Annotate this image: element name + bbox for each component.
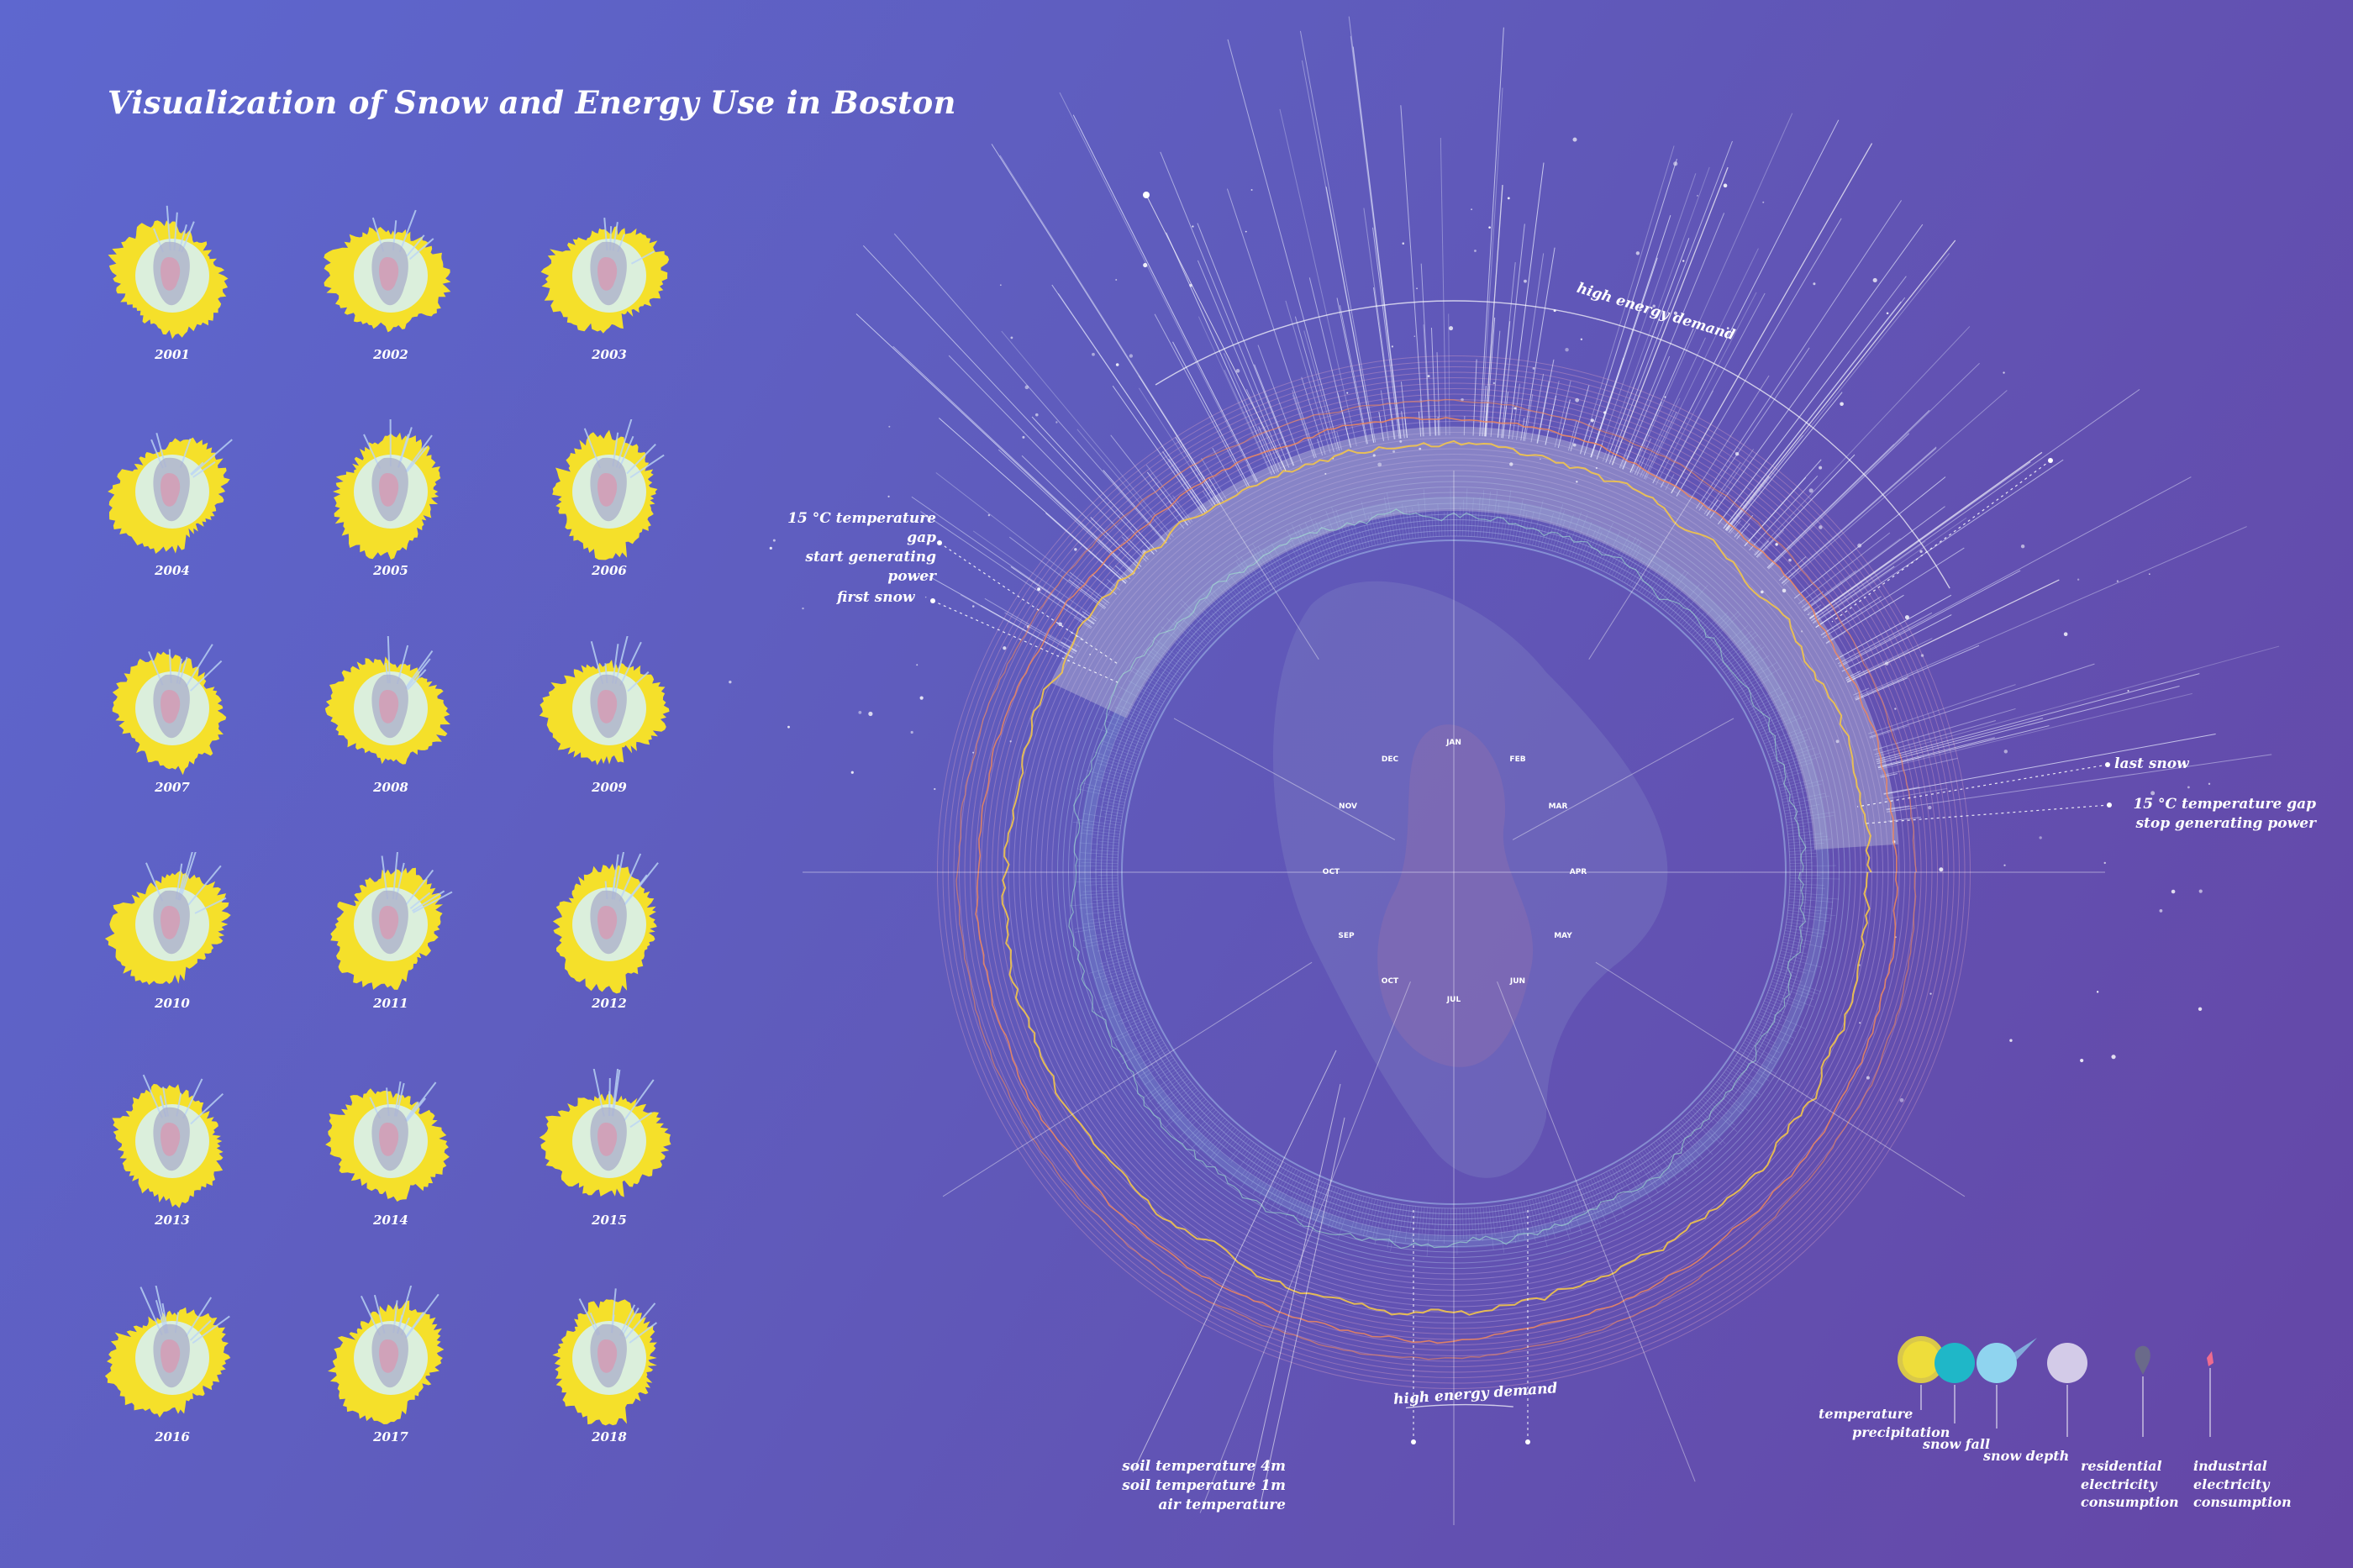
year-label: 2002 <box>373 347 408 362</box>
residential-line3: consumption <box>2081 1494 2179 1511</box>
year-glyph-2016: 2016 <box>88 1281 256 1454</box>
month-label-3: APR <box>1570 868 1587 876</box>
year-label: 2009 <box>592 780 627 795</box>
soil-4m-label: soil temperature 4m <box>1122 1458 1286 1475</box>
year-glyph-2012: 2012 <box>525 850 693 1020</box>
industrial-line1: industrial <box>2193 1458 2267 1474</box>
month-label-7: OCT <box>1382 977 1399 986</box>
industrial-line2: electricity <box>2193 1476 2270 1492</box>
residential-line1: residential <box>2081 1458 2162 1474</box>
residential-shape-icon <box>2135 1345 2150 1375</box>
month-label-8: SEP <box>1338 932 1355 940</box>
first-snow-label: first snow <box>837 589 915 606</box>
year-glyph-2009: 2009 <box>525 633 693 804</box>
industrial-line3: consumption <box>2193 1494 2292 1511</box>
temperature-legend-icon <box>1898 1336 1945 1383</box>
gap-start-line2: start generating power <box>805 548 936 585</box>
gap-start-annotation: 15 °C temperature gap start generating p… <box>760 509 936 587</box>
year-glyph-2005: 2005 <box>307 418 475 587</box>
snow-depth-legend-label: snow depth <box>1983 1448 2070 1464</box>
residential-legend-label: residential electricity consumption <box>2081 1457 2179 1512</box>
year-label: 2011 <box>373 996 408 1011</box>
year-label: 2014 <box>373 1213 408 1228</box>
page-title: Visualization of Snow and Energy Use in … <box>108 84 956 121</box>
gap-stop-line2: stop generating power <box>2135 814 2316 832</box>
year-glyph-2002: 2002 <box>307 203 475 371</box>
month-label-2: MAR <box>1549 802 1568 811</box>
year-glyph-2001: 2001 <box>88 203 256 371</box>
year-glyph-2014: 2014 <box>307 1069 475 1237</box>
legend-glyphs <box>1898 1336 2214 1437</box>
gap-stop-annotation: 15 °C temperature gap stop generating po… <box>2118 795 2316 834</box>
year-label: 2016 <box>155 1429 190 1444</box>
precipitation-legend-label: precipitation <box>1852 1424 1950 1440</box>
industrial-legend-icon <box>2207 1351 2214 1366</box>
year-label: 2017 <box>373 1429 408 1444</box>
soil-1m-label: soil temperature 1m <box>1122 1476 1286 1494</box>
year-glyph-2006: 2006 <box>525 415 693 587</box>
snow-fall-legend-icon <box>1935 1343 1975 1383</box>
year-glyph-2010: 2010 <box>88 849 256 1020</box>
snow-depth-legend-icon <box>1977 1338 2037 1383</box>
year-label: 2007 <box>155 780 190 795</box>
gap-stop-line1: 15 °C temperature gap <box>2133 796 2316 813</box>
year-label: 2006 <box>592 563 627 578</box>
month-label-10: NOV <box>1339 802 1357 811</box>
year-glyph-2008: 2008 <box>307 629 475 804</box>
year-label: 2008 <box>373 780 408 795</box>
year-glyph-2003: 2003 <box>525 203 693 371</box>
year-label: 2001 <box>155 347 190 362</box>
year-label: 2012 <box>592 996 627 1011</box>
month-label-5: JUN <box>1509 977 1525 986</box>
year-glyph-2018: 2018 <box>525 1286 693 1454</box>
year-label: 2013 <box>155 1213 190 1228</box>
month-label-0: JAN <box>1445 739 1461 747</box>
air-temperature-label: air temperature <box>1158 1496 1286 1513</box>
year-label: 2015 <box>592 1213 627 1228</box>
month-label-9: OCT <box>1323 868 1340 876</box>
last-snow-label: last snow <box>2114 755 2189 772</box>
year-glyph-2013: 2013 <box>88 1069 256 1237</box>
temperature-legend-label: temperature <box>1819 1406 1913 1422</box>
month-label-4: MAY <box>1554 932 1572 940</box>
snow-fall-legend-label: snow fall <box>1923 1436 1991 1452</box>
year-glyph-2017: 2017 <box>307 1281 475 1454</box>
year-label: 2004 <box>155 563 190 578</box>
year-label: 2010 <box>155 996 190 1011</box>
temperature-lines-annotation: soil temperature 4m soil temperature 1m … <box>1101 1457 1286 1515</box>
month-label-6: JUL <box>1446 996 1461 1004</box>
year-glyph-2007: 2007 <box>88 636 256 804</box>
year-label: 2003 <box>592 347 627 362</box>
residential-legend-icon <box>2047 1343 2087 1383</box>
year-glyph-2015: 2015 <box>525 1063 693 1237</box>
month-label-11: DEC <box>1382 755 1399 764</box>
year-glyph-2011: 2011 <box>307 845 475 1020</box>
gap-start-line1: 15 °C temperature gap <box>787 510 936 546</box>
year-label: 2018 <box>592 1429 627 1444</box>
industrial-legend-label: industrial electricity consumption <box>2193 1457 2292 1512</box>
year-glyph-2004: 2004 <box>88 419 256 587</box>
year-label: 2005 <box>373 563 408 578</box>
residential-line2: electricity <box>2081 1476 2157 1492</box>
month-label-1: FEB <box>1509 755 1525 764</box>
